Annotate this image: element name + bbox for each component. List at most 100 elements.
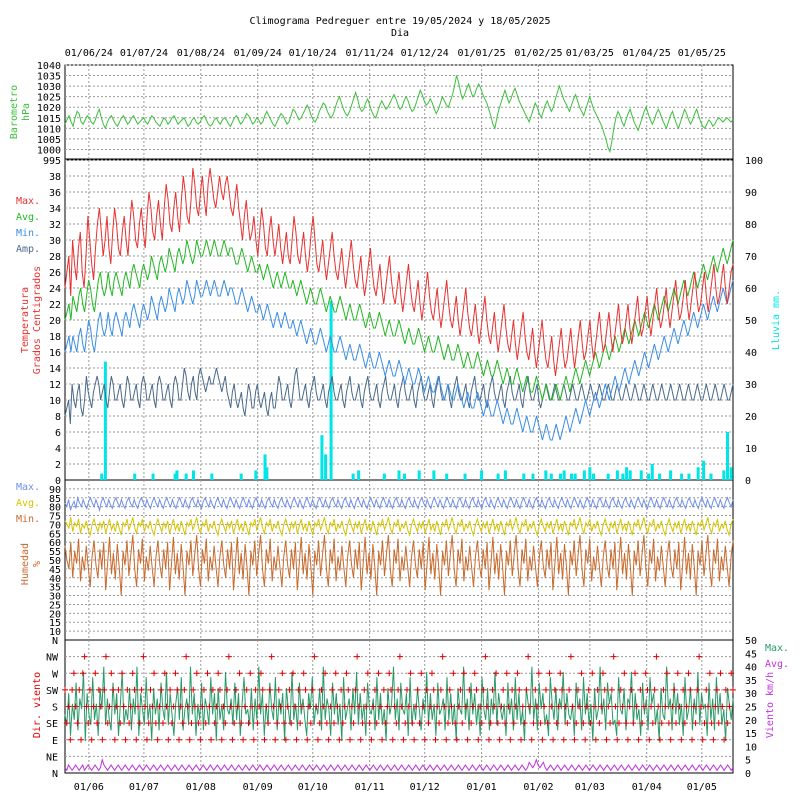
wind-direction-point: [548, 703, 555, 710]
wind-speed-tick-label: 5: [745, 756, 751, 767]
wind-direction-point: [542, 686, 549, 693]
wind-direction-point: [651, 686, 658, 693]
humidity-tick-label: 40: [49, 574, 61, 585]
wind-direction-point: [633, 703, 640, 710]
wind-direction-point: [569, 703, 576, 710]
wind-direction-point: [537, 720, 544, 727]
wind-direction-point: [110, 686, 117, 693]
pressure-tick-label: 1030: [37, 82, 61, 93]
top-date-label: 01/05/25: [678, 48, 726, 59]
rain-bar: [329, 300, 333, 480]
wind-direction-point: [281, 720, 288, 727]
wind-direction-point: [553, 720, 560, 727]
wind-direction-point: [662, 703, 669, 710]
wind-direction-point: [320, 703, 327, 710]
wind-direction-point: [648, 703, 655, 710]
wind-direction-point: [710, 736, 717, 743]
wind-direction-point: [446, 686, 453, 693]
bottom-date-label: 01/02: [523, 782, 553, 793]
rain-bar: [709, 473, 713, 480]
temperature-max-line: [64, 167, 734, 377]
wind-direction-point: [306, 703, 313, 710]
wind-direction-point: [158, 686, 165, 693]
rain-bar: [680, 473, 684, 480]
wind-avg-line: [64, 757, 734, 772]
temperature-tick-label: 36: [49, 188, 61, 199]
wind-direction-point: [455, 703, 462, 710]
wind-direction-point: [259, 686, 266, 693]
wind-direction-point: [457, 686, 464, 693]
temp-legend-max: Max.: [16, 196, 40, 207]
wind-direction-point: [523, 686, 530, 693]
wind-direction-point: [297, 720, 304, 727]
wind-direction-point: [209, 686, 216, 693]
wind-direction-point: [683, 703, 690, 710]
rain-bar: [588, 467, 592, 480]
wind-direction-point: [544, 720, 551, 727]
rain-bar: [573, 473, 577, 480]
wind-direction-point: [113, 703, 120, 710]
wind-direction-point: [632, 670, 639, 677]
wind-direction-point: [555, 703, 562, 710]
wind-direction-point: [286, 686, 293, 693]
humidity-tick-label: 55: [49, 547, 61, 558]
wind-direction-point: [88, 736, 95, 743]
wind-direction-point: [99, 736, 106, 743]
wind-direction-point: [667, 736, 674, 743]
wind-direction-point: [254, 720, 261, 727]
temperature-tick-label: 30: [49, 236, 61, 247]
rain-bar: [722, 470, 726, 480]
rain-bar: [173, 473, 177, 480]
humidity-tick-label: 10: [49, 627, 61, 638]
wind-direction-point: [234, 703, 241, 710]
wind-direction-point: [261, 736, 268, 743]
humidity-tick-label: 20: [49, 609, 61, 620]
wind-direction-point: [252, 686, 259, 693]
wind-direction-point: [583, 703, 590, 710]
wind-direction-point: [371, 686, 378, 693]
pressure-tick-label: 1040: [37, 61, 61, 72]
rain-bar: [621, 473, 625, 480]
bottom-date-label: 01/07: [129, 782, 159, 793]
temperature-tick-label: 18: [49, 332, 61, 343]
temperature-tick-label: 28: [49, 252, 61, 263]
wind-direction-label: N: [52, 769, 58, 780]
rain-tick-label: 10: [745, 444, 757, 455]
wind-direction-point: [179, 720, 186, 727]
wind-direction-point: [347, 736, 354, 743]
wind-direction-point: [532, 686, 539, 693]
bottom-date-label: 01/06: [74, 782, 104, 793]
wind-direction-point: [430, 686, 437, 693]
wind-speed-tick-label: 15: [745, 729, 757, 740]
wind-direction-point: [493, 670, 500, 677]
wind-direction-point: [170, 703, 177, 710]
wind-direction-point: [204, 670, 211, 677]
wind-direction-point: [676, 703, 683, 710]
wind-direction-point: [284, 703, 291, 710]
wind-direction-point: [407, 670, 414, 677]
wind-direction-point: [416, 720, 423, 727]
rain-bar: [254, 470, 258, 480]
wind-direction-point: [332, 670, 339, 677]
wind-direction-point: [473, 686, 480, 693]
bottom-date-label: 01/04: [632, 782, 662, 793]
wind-direction-point: [482, 653, 489, 660]
wind-direction-point: [377, 703, 384, 710]
wind-direction-point: [97, 703, 104, 710]
wind-direction-point: [703, 686, 710, 693]
wind-direction-point: [339, 720, 346, 727]
top-date-label: 01/04/25: [623, 48, 671, 59]
wind-direction-point: [477, 703, 484, 710]
pressure-tick-label: 1005: [37, 135, 61, 146]
wind-direction-point: [589, 670, 596, 677]
rain-bar: [669, 470, 673, 480]
wind-direction-point: [256, 703, 263, 710]
rain-bar: [382, 473, 386, 480]
wind-direction-point: [436, 720, 443, 727]
wind-direction-point: [685, 670, 692, 677]
rain-axis-title: Lluvia mm.: [771, 290, 782, 350]
temperature-tick-label: 16: [49, 348, 61, 359]
rain-tick-label: 50: [745, 316, 757, 327]
wind-direction-point: [62, 686, 68, 693]
